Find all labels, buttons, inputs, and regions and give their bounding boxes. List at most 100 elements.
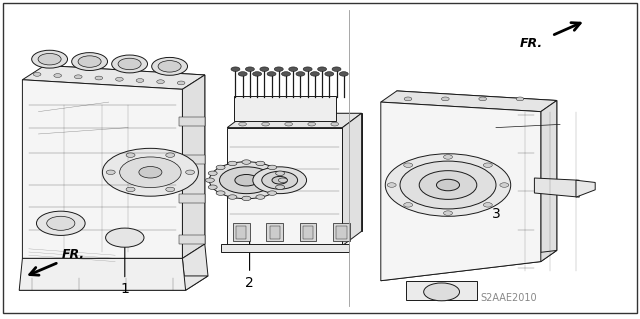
Circle shape bbox=[444, 155, 452, 159]
Circle shape bbox=[276, 171, 285, 175]
Circle shape bbox=[74, 75, 82, 79]
Circle shape bbox=[116, 77, 124, 81]
Circle shape bbox=[47, 216, 75, 230]
Circle shape bbox=[339, 72, 348, 76]
Circle shape bbox=[38, 54, 61, 65]
Circle shape bbox=[126, 187, 135, 192]
Circle shape bbox=[152, 57, 188, 75]
Circle shape bbox=[308, 122, 316, 126]
Circle shape bbox=[95, 76, 102, 80]
Bar bbox=[300, 223, 316, 241]
Circle shape bbox=[282, 72, 291, 76]
Circle shape bbox=[256, 195, 265, 199]
Circle shape bbox=[209, 162, 284, 199]
Polygon shape bbox=[534, 178, 579, 197]
Circle shape bbox=[32, 50, 68, 68]
Bar bbox=[269, 226, 280, 239]
Polygon shape bbox=[227, 128, 342, 246]
Polygon shape bbox=[45, 65, 205, 244]
Polygon shape bbox=[342, 113, 362, 246]
Bar bbox=[333, 223, 350, 241]
Text: 3: 3 bbox=[468, 171, 500, 221]
Circle shape bbox=[419, 171, 477, 199]
Bar bbox=[179, 194, 205, 203]
Circle shape bbox=[220, 167, 273, 194]
Circle shape bbox=[310, 72, 319, 76]
Circle shape bbox=[111, 55, 147, 73]
Circle shape bbox=[33, 72, 41, 76]
Circle shape bbox=[268, 191, 276, 195]
Text: FR.: FR. bbox=[62, 248, 85, 261]
Bar bbox=[179, 235, 205, 244]
Bar bbox=[234, 96, 336, 121]
Circle shape bbox=[72, 53, 108, 70]
Circle shape bbox=[253, 167, 307, 194]
Bar bbox=[337, 226, 347, 239]
Circle shape bbox=[228, 161, 237, 166]
Polygon shape bbox=[22, 80, 182, 258]
Circle shape bbox=[289, 67, 298, 71]
Circle shape bbox=[242, 196, 251, 201]
Circle shape bbox=[166, 153, 175, 157]
Circle shape bbox=[442, 97, 449, 101]
Circle shape bbox=[36, 211, 85, 235]
Circle shape bbox=[285, 122, 292, 126]
Circle shape bbox=[262, 171, 298, 189]
Polygon shape bbox=[381, 91, 557, 112]
Bar bbox=[179, 117, 205, 126]
Circle shape bbox=[436, 179, 460, 191]
Circle shape bbox=[139, 167, 162, 178]
Polygon shape bbox=[22, 65, 205, 89]
Bar bbox=[233, 223, 250, 241]
Circle shape bbox=[262, 122, 269, 126]
Circle shape bbox=[276, 185, 285, 189]
Circle shape bbox=[208, 185, 217, 189]
Circle shape bbox=[228, 195, 237, 199]
Circle shape bbox=[216, 191, 225, 195]
Bar bbox=[179, 155, 205, 164]
Circle shape bbox=[275, 67, 284, 71]
Circle shape bbox=[118, 58, 141, 70]
Text: FR.: FR. bbox=[520, 37, 543, 50]
Circle shape bbox=[177, 81, 185, 85]
Circle shape bbox=[216, 165, 225, 170]
Polygon shape bbox=[246, 113, 362, 231]
Circle shape bbox=[136, 78, 144, 82]
Circle shape bbox=[278, 178, 287, 182]
Circle shape bbox=[325, 72, 334, 76]
Bar bbox=[303, 226, 313, 239]
Text: 1: 1 bbox=[120, 236, 129, 296]
Circle shape bbox=[242, 160, 251, 164]
Text: S2AAE2010: S2AAE2010 bbox=[481, 293, 537, 303]
Circle shape bbox=[516, 97, 524, 101]
Circle shape bbox=[260, 67, 269, 71]
Bar bbox=[236, 226, 246, 239]
Circle shape bbox=[186, 170, 195, 174]
Circle shape bbox=[268, 165, 276, 170]
Circle shape bbox=[78, 56, 101, 67]
Circle shape bbox=[231, 67, 240, 71]
Circle shape bbox=[387, 183, 396, 187]
Circle shape bbox=[239, 122, 246, 126]
Circle shape bbox=[400, 161, 496, 209]
Circle shape bbox=[317, 67, 326, 71]
Polygon shape bbox=[541, 100, 557, 262]
Circle shape bbox=[245, 67, 254, 71]
Circle shape bbox=[166, 187, 175, 192]
Circle shape bbox=[424, 283, 460, 301]
Circle shape bbox=[404, 203, 413, 207]
Circle shape bbox=[296, 72, 305, 76]
Circle shape bbox=[253, 72, 262, 76]
Polygon shape bbox=[381, 250, 557, 281]
Polygon shape bbox=[19, 258, 186, 290]
Circle shape bbox=[158, 61, 181, 72]
Bar bbox=[266, 223, 283, 241]
Circle shape bbox=[483, 203, 492, 207]
Circle shape bbox=[444, 211, 452, 215]
Circle shape bbox=[106, 228, 144, 247]
Polygon shape bbox=[576, 180, 595, 197]
Circle shape bbox=[256, 161, 265, 166]
Circle shape bbox=[479, 97, 486, 101]
Circle shape bbox=[238, 72, 247, 76]
Circle shape bbox=[126, 153, 135, 157]
